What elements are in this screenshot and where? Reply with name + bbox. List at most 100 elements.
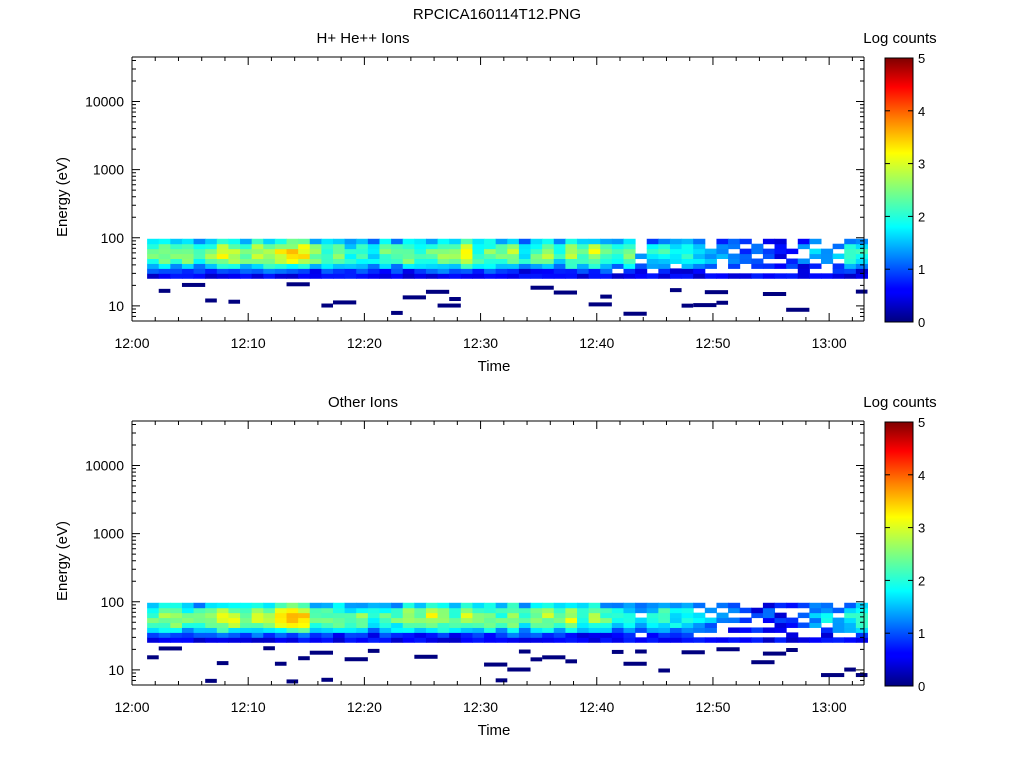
heatmap-cell (774, 602, 787, 609)
heatmap-cell (577, 248, 590, 255)
heatmap-cell (681, 273, 694, 279)
heatmap-cell (681, 650, 705, 655)
heatmap-cell (484, 243, 497, 250)
heatmap-cell (553, 258, 566, 264)
heatmap-cell (286, 258, 299, 264)
heatmap-cell (402, 607, 415, 614)
heatmap-cell (391, 238, 404, 245)
heatmap-cell (228, 263, 241, 269)
heatmap-cell (821, 253, 834, 260)
heatmap-cell (809, 248, 822, 255)
heatmap-cell (762, 607, 776, 614)
heatmap-cell (170, 637, 183, 643)
heatmap-cell (216, 661, 229, 666)
heatmap-cell (623, 273, 636, 279)
heatmap-cell (704, 263, 717, 269)
heatmap-cell (542, 253, 555, 260)
heatmap-cell (379, 253, 392, 260)
heatmap-cell (193, 612, 206, 619)
heatmap-cell (855, 612, 868, 619)
heatmap-cell (472, 602, 485, 609)
heatmap-cell (344, 612, 357, 619)
heatmap-cell (518, 258, 532, 264)
heatmap-cell (321, 617, 334, 624)
heatmap-cell (181, 248, 195, 255)
heatmap-cell (449, 258, 462, 264)
heatmap-cell (402, 632, 415, 638)
heatmap-cell (774, 253, 787, 260)
heatmap-cell (286, 622, 299, 628)
heatmap-cell (181, 253, 195, 260)
heatmap-cell (379, 637, 392, 643)
heatmap-cell (228, 253, 241, 260)
heatmap-cell (600, 253, 613, 260)
heatmap-cell (530, 637, 543, 643)
heatmap-cell (193, 243, 206, 250)
heatmap-cell (472, 622, 485, 628)
heatmap-cell (181, 617, 195, 624)
heatmap-cell (240, 607, 253, 614)
heatmap-cell (367, 627, 380, 633)
heatmap-cell (228, 627, 241, 633)
heatmap-cell (542, 602, 555, 609)
heatmap-cells (147, 602, 868, 684)
heatmap-cell (309, 612, 322, 619)
heatmap-cell (518, 632, 532, 638)
heatmap-cell (286, 617, 299, 624)
heatmap-cell (809, 238, 822, 245)
colorbar-tick-label: 5 (918, 51, 925, 66)
heatmap-cell (216, 607, 229, 614)
heatmap-cell (635, 263, 648, 269)
heatmap-cell (333, 622, 346, 628)
heatmap-cell (286, 238, 299, 245)
heatmap-cell (286, 602, 299, 609)
heatmap-cell (646, 273, 659, 279)
heatmap-cell (298, 268, 311, 274)
heatmap-cell (437, 248, 450, 255)
heatmap-cell (704, 622, 717, 628)
heatmap-cell (669, 238, 683, 245)
heatmap-cell (216, 248, 229, 255)
heatmap-cell (844, 258, 857, 264)
heatmap-cell (321, 253, 334, 260)
heatmap-cell (472, 607, 485, 614)
heatmap-cell (437, 263, 450, 269)
heatmap-cell (216, 253, 229, 260)
heatmap-cell (681, 632, 694, 638)
heatmap-cell (367, 253, 380, 260)
heatmap-cell (762, 612, 776, 619)
heatmap-cell (298, 602, 311, 609)
heatmap-cell (437, 622, 450, 628)
heatmap-cell (588, 302, 612, 307)
heatmap-cell (425, 607, 439, 614)
heatmap-cell (588, 238, 601, 245)
heatmap-cell (170, 632, 183, 638)
heatmap-cell (507, 622, 520, 628)
heatmap-cell (530, 617, 543, 624)
heatmap-cell (530, 268, 543, 274)
heatmap-cell (588, 253, 601, 260)
heatmap-cell (356, 253, 369, 260)
heatmap-cell (344, 253, 357, 260)
heatmap-cell (484, 263, 497, 269)
heatmap-cell (147, 632, 160, 638)
heatmap-cell (181, 622, 195, 628)
heatmap-cell (147, 617, 160, 624)
y-tick-label: 1000 (93, 162, 124, 178)
heatmap-cell (425, 238, 439, 245)
heatmap-cell (693, 243, 706, 250)
heatmap-cell (251, 622, 264, 628)
heatmap-cell (333, 617, 346, 624)
heatmap-cell (228, 238, 241, 245)
heatmap-cell (181, 273, 195, 279)
colorbar-tick-label: 0 (918, 679, 925, 694)
x-axis-label: Time (478, 722, 511, 739)
heatmap-cell (402, 238, 415, 245)
heatmap-cell (274, 258, 288, 264)
heatmap-cell (344, 248, 357, 255)
x-tick-label: 12:10 (231, 699, 266, 715)
heatmap-cell (240, 622, 253, 628)
heatmap-cell (309, 273, 322, 279)
heatmap-cell (484, 258, 497, 264)
heatmap-cell (298, 248, 311, 255)
